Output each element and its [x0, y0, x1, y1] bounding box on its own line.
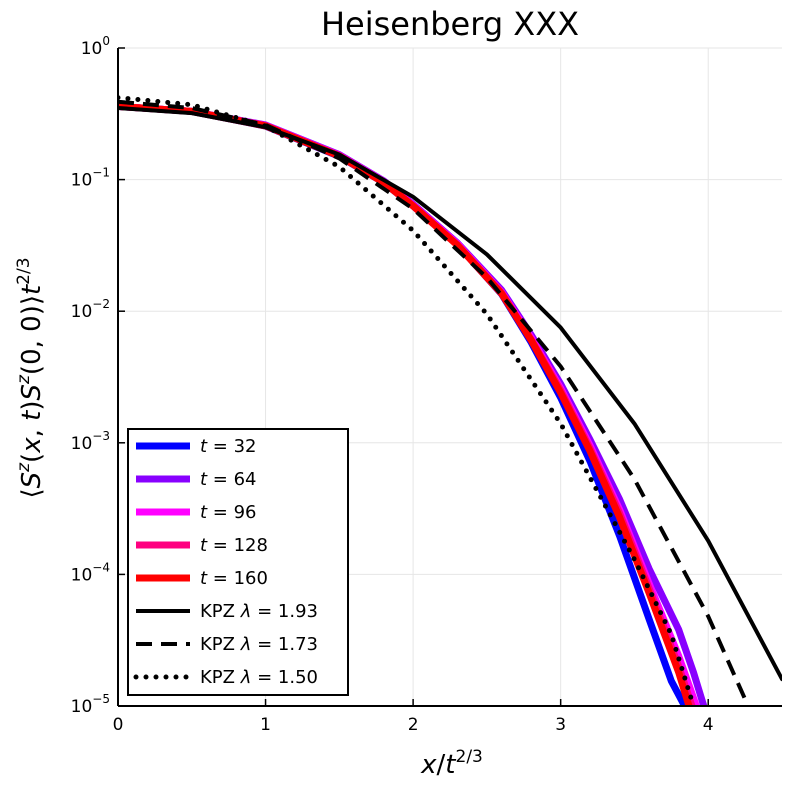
series-lines	[118, 95, 782, 706]
legend-label-3: t = 96	[200, 502, 257, 523]
y-axis-label: ⟨Sz(x, t)Sz(0, 0)⟩t2/3	[14, 257, 47, 498]
series-line-8	[118, 95, 696, 706]
series-line-6	[118, 106, 782, 682]
legend-label-2: t = 64	[200, 469, 257, 490]
legend-label-8: KPZ λ = 1.50	[200, 667, 318, 688]
x-axis-label: x/t2/3	[420, 747, 483, 780]
y-tick-label: 100	[81, 34, 110, 59]
legend: t = 32 t = 64 t = 96 t = 128 t = 160 KPZ λ = …	[127, 428, 349, 696]
y-tick-label: 10−4	[71, 560, 110, 585]
y-tick-label: 10−3	[71, 429, 110, 454]
y-tick-label: 10−5	[71, 692, 110, 717]
series-line-7	[118, 99, 750, 706]
legend-label-5: t = 160	[200, 568, 268, 589]
chart-title: Heisenberg XXX	[321, 5, 579, 43]
x-tick-label: 3	[555, 715, 566, 735]
legend-label-7: KPZ λ = 1.73	[200, 634, 318, 655]
legend-label-6: KPZ λ = 1.93	[200, 601, 318, 622]
y-axis-ticks: 100 10−1 10−2 10−3 10−4 10−5	[71, 34, 125, 717]
legend-label-1: t = 32	[200, 436, 257, 457]
x-tick-label: 0	[113, 715, 124, 735]
legend-label-4: t = 128	[200, 535, 268, 556]
legend-box	[127, 428, 349, 696]
x-tick-label: 4	[703, 715, 714, 735]
y-tick-label: 10−1	[71, 166, 110, 191]
x-tick-label: 1	[260, 715, 271, 735]
y-tick-label: 10−2	[71, 297, 110, 322]
x-axis-ticks: 0 1 2 3 4	[113, 699, 714, 735]
x-tick-label: 2	[408, 715, 419, 735]
